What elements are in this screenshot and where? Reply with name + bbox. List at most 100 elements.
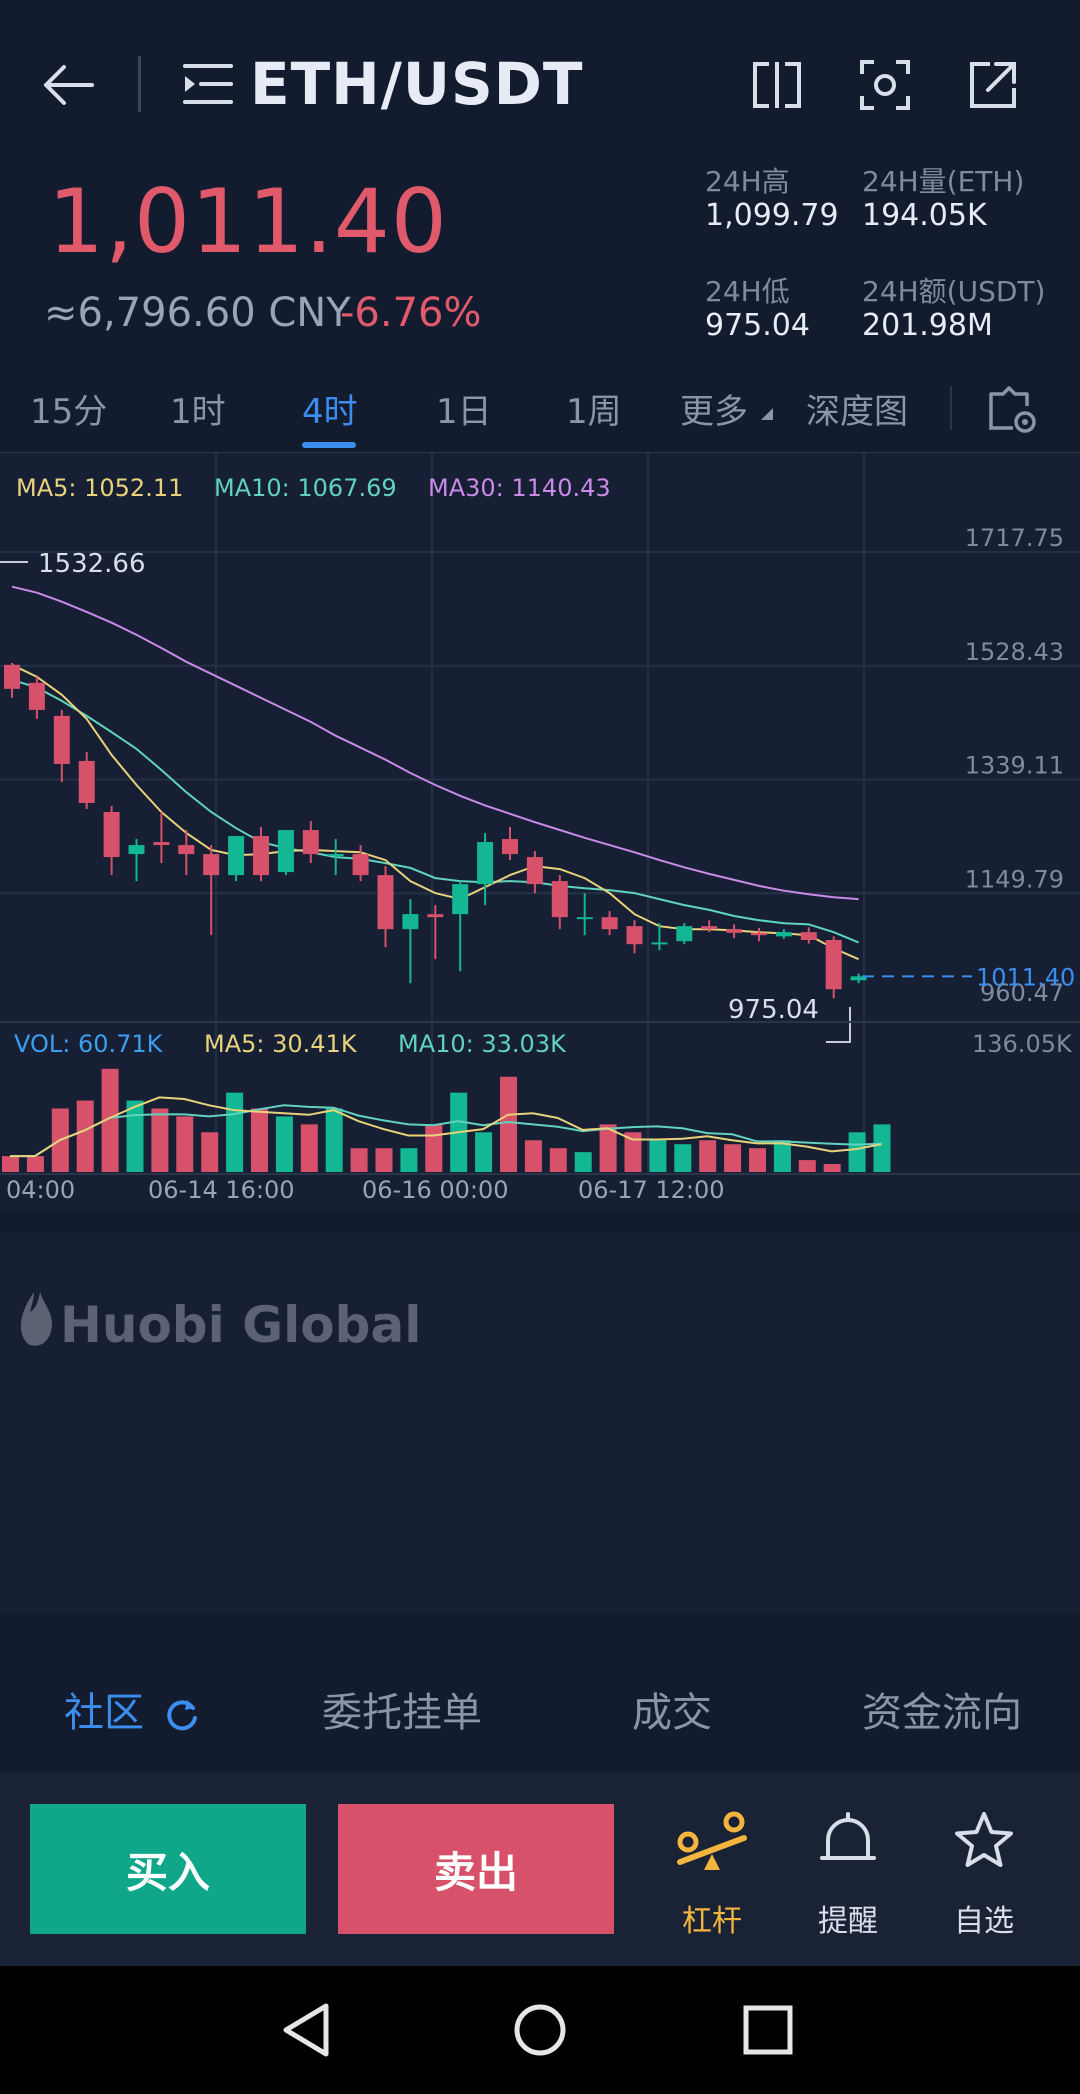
tab-depth[interactable]: 深度图 xyxy=(806,392,908,432)
candle-body xyxy=(53,715,70,764)
y-tick-label: 1528.43 xyxy=(965,638,1064,666)
candle-body xyxy=(352,854,369,876)
volume-bar xyxy=(2,1156,19,1172)
volume-bar xyxy=(101,1068,119,1172)
candle-body xyxy=(502,839,518,855)
tab-more-label: 更多 xyxy=(680,392,748,432)
tab-4h[interactable]: 4时 xyxy=(302,392,358,432)
volume-bar xyxy=(251,1108,268,1172)
chart-grid xyxy=(0,452,1080,1174)
x-tick-label: 06-17 12:00 xyxy=(578,1176,725,1204)
tab-1w[interactable]: 1周 xyxy=(566,392,622,432)
screenshot-icon[interactable] xyxy=(852,52,918,118)
alert-button[interactable]: 提醒 xyxy=(788,1808,908,1939)
ma30-line xyxy=(11,585,859,901)
candle-body xyxy=(751,932,767,936)
action-bar: 买入 卖出 杠杆 提醒 自选 xyxy=(0,1772,1080,1966)
volume-bar xyxy=(724,1144,742,1172)
tab-community[interactable]: 社区 xyxy=(64,1680,201,1738)
tab-orders[interactable]: 委托挂单 xyxy=(322,1690,482,1736)
y-tick-label: 1149.79 xyxy=(965,865,1064,893)
vol-legend: VOL: 60.71K xyxy=(14,1030,164,1058)
volume-bar xyxy=(126,1100,144,1172)
volume-bar xyxy=(201,1132,219,1172)
nav-home-icon[interactable] xyxy=(510,2000,570,2060)
menu-list-icon[interactable] xyxy=(178,56,238,112)
kline-chart[interactable]: MA5: 1052.11 MA10: 1067.69 MA30: 1140.43… xyxy=(0,451,1080,1612)
candle-body xyxy=(277,830,294,873)
detail-tabs: 社区 委托挂单 成交 资金流向 xyxy=(0,1612,1080,1772)
volume-bar xyxy=(674,1144,692,1172)
candle-body xyxy=(800,932,817,940)
candle-body xyxy=(775,932,792,937)
ma10-line xyxy=(11,678,859,944)
leverage-button[interactable]: 杠杆 xyxy=(652,1808,772,1939)
chart-settings-icon[interactable] xyxy=(984,382,1040,438)
buy-button[interactable]: 买入 xyxy=(30,1804,306,1934)
candle-body xyxy=(452,884,469,915)
leverage-icon xyxy=(677,1811,747,1870)
candle-body xyxy=(427,914,444,918)
volume-bar xyxy=(475,1132,493,1172)
tab-fund-flow[interactable]: 资金流向 xyxy=(862,1690,1022,1736)
nav-recents-icon[interactable] xyxy=(738,2000,798,2060)
volume-ma-lines xyxy=(10,1096,882,1158)
low-value: 975.04 xyxy=(705,308,810,343)
cny-price: ≈6,796.60 CNY xyxy=(44,290,351,336)
candle-body xyxy=(576,917,593,920)
candle-body xyxy=(676,926,693,942)
tab-more[interactable]: 更多 xyxy=(680,384,775,433)
kline-chart-svg[interactable]: MA5: 1052.11 MA10: 1067.69 MA30: 1140.43… xyxy=(0,451,1080,1612)
back-arrow-icon[interactable] xyxy=(36,52,102,118)
volume-bar xyxy=(350,1148,368,1172)
watchlist-button[interactable]: 自选 xyxy=(924,1808,1044,1939)
tab-trades[interactable]: 成交 xyxy=(632,1690,712,1736)
tab-15m[interactable]: 15分 xyxy=(30,392,108,432)
high-label: 24H高 xyxy=(705,165,790,198)
tab-1h[interactable]: 1时 xyxy=(170,392,226,432)
volume-bar xyxy=(649,1140,667,1172)
candle-body xyxy=(551,881,568,918)
tab-1d[interactable]: 1日 xyxy=(436,392,492,432)
watermark-text: Huobi Global xyxy=(60,1296,421,1354)
candle-body xyxy=(153,842,170,846)
volume-bar xyxy=(176,1116,194,1172)
nav-back-icon[interactable] xyxy=(278,2000,338,2060)
ma5-path xyxy=(11,663,859,961)
refresh-icon[interactable] xyxy=(163,1696,201,1734)
watermark: Huobi Global xyxy=(20,1292,421,1354)
caret-icon xyxy=(760,407,773,420)
volume-bar xyxy=(151,1108,169,1172)
leverage-label: 杠杆 xyxy=(682,1904,742,1939)
sell-button[interactable]: 卖出 xyxy=(338,1804,614,1934)
x-tick-label: 04:00 xyxy=(6,1176,75,1204)
candle-body xyxy=(253,836,269,876)
y-axis: 1717.75 1528.43 1339.11 1149.79 960.47 xyxy=(965,524,1064,1007)
star-icon xyxy=(955,1812,1013,1867)
ma30-legend: MA30: 1140.43 xyxy=(428,474,611,502)
change-percent: -6.76% xyxy=(340,290,482,336)
candle-body xyxy=(477,842,494,885)
chart-background xyxy=(0,452,1080,1612)
y-tick-label: 1339.11 xyxy=(965,752,1064,780)
volume-bar xyxy=(300,1124,318,1172)
candle-body xyxy=(178,845,195,855)
share-icon[interactable] xyxy=(960,52,1026,118)
candle-body xyxy=(28,682,45,710)
volume-bar xyxy=(325,1108,343,1172)
x-tick-label: 06-16 00:00 xyxy=(362,1176,509,1204)
ma5-line xyxy=(11,663,859,961)
y-tick-label: 960.47 xyxy=(980,979,1064,1007)
ma10-path xyxy=(11,678,859,944)
candle-body xyxy=(626,926,643,945)
pair-title[interactable]: ETH/USDT xyxy=(250,50,584,118)
volume-bar xyxy=(873,1124,891,1172)
split-screen-icon[interactable] xyxy=(744,52,810,118)
low-marker-line xyxy=(826,1007,851,1043)
volume-bar xyxy=(574,1152,592,1172)
volume-bar xyxy=(76,1100,94,1172)
volume-bar xyxy=(773,1140,791,1172)
volume-bar xyxy=(26,1156,44,1172)
ma-legend: MA5: 1052.11 MA10: 1067.69 MA30: 1140.43 xyxy=(16,474,611,502)
volume-bar xyxy=(524,1140,542,1172)
